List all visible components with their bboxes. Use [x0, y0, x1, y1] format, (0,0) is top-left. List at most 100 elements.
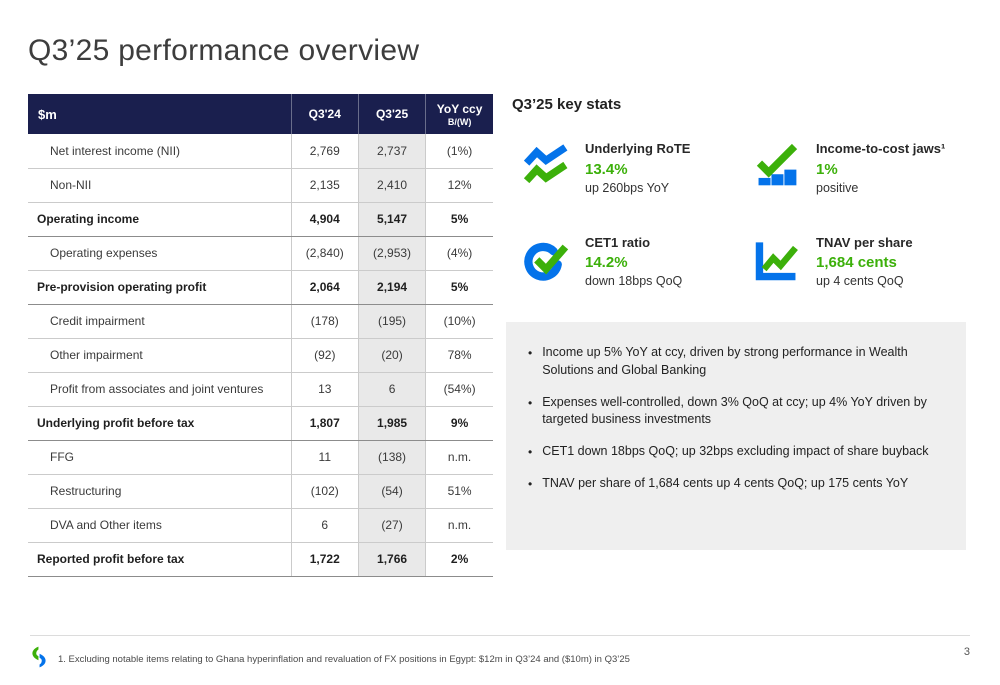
table-row: Underlying profit before tax 1,807 1,985 9%	[28, 405, 493, 441]
bullet-icon: •	[528, 395, 533, 410]
stat-label: TNAV per share	[816, 234, 913, 250]
stat-value: 1,684 cents	[816, 254, 897, 272]
yoy-value: (1%)	[425, 134, 493, 169]
row-label: DVA and Other items	[28, 508, 292, 543]
stat-label: Income-to-cost jaws¹	[816, 141, 946, 156]
yoy-header-line2: B/(W)	[447, 116, 472, 127]
row-label: Credit impairment	[28, 304, 292, 339]
stat-value: 13.4%	[585, 160, 628, 178]
trend-chart-icon	[753, 235, 803, 285]
commentary-bullet: • TNAV per share of 1,684 cents up 4 cent…	[528, 475, 944, 493]
commentary-bullet: • Income up 5% YoY at ccy, driven by stro…	[528, 344, 944, 380]
q325-value: (20)	[357, 338, 426, 373]
standard-chartered-logo-icon	[30, 646, 48, 673]
column-header-q324: Q3'24	[290, 94, 359, 134]
table-row: Operating expenses (2,840) (2,953) (4%)	[28, 236, 493, 271]
yoy-header-line1: YoY ccy	[436, 101, 483, 116]
table-row: DVA and Other items 6 (27) n.m.	[28, 508, 493, 543]
q324-value: (178)	[290, 304, 359, 339]
table-row: FFG 11 (138) n.m.	[28, 440, 493, 475]
q325-value: 2,410	[357, 168, 426, 203]
row-label: Profit from associates and joint venture…	[28, 372, 292, 407]
key-stat-tnav-per-share: TNAV per share 1,684 cents up 4 cents QoQ	[753, 235, 966, 289]
row-label: Pre-provision operating profit	[28, 269, 292, 305]
commentary-list: • Income up 5% YoY at ccy, driven by stro…	[528, 344, 944, 493]
table-row: Credit impairment (178) (195) (10%)	[28, 304, 493, 339]
q324-value: (102)	[290, 474, 359, 509]
bullet-text: Income up 5% YoY at ccy, driven by stron…	[542, 345, 908, 377]
row-label: FFG	[28, 440, 292, 475]
q324-value: 1,807	[290, 405, 359, 441]
bullet-icon: •	[528, 445, 533, 460]
q325-value: (2,953)	[357, 236, 426, 271]
key-stats-grid: Underlying RoTE 13.4% up 260bps YoY Income-…	[506, 141, 966, 288]
q325-value: (54)	[357, 474, 426, 509]
q324-value: (92)	[290, 338, 359, 373]
row-label: Net interest income (NII)	[28, 134, 292, 169]
row-label: Underlying profit before tax	[28, 405, 292, 441]
q325-value: 1,985	[357, 405, 426, 441]
stat-value: 14.2%	[585, 254, 628, 272]
q325-value: 2,194	[357, 269, 426, 305]
commentary-box: • Income up 5% YoY at ccy, driven by stro…	[506, 322, 966, 551]
row-label: Other impairment	[28, 338, 292, 373]
q325-value: (195)	[357, 304, 426, 339]
gauge-check-icon	[522, 235, 572, 285]
yoy-value: 5%	[425, 201, 493, 237]
stat-value: 1%	[816, 160, 838, 178]
stat-text: TNAV per share 1,684 cents up 4 cents QoQ	[816, 235, 913, 289]
row-label: Operating expenses	[28, 236, 292, 271]
table-row: Profit from associates and joint venture…	[28, 372, 493, 407]
key-stat-cet1-ratio: CET1 ratio 14.2% down 18bps QoQ	[522, 235, 735, 289]
yoy-value: 5%	[425, 269, 493, 305]
q324-value: (2,840)	[290, 236, 359, 271]
yoy-value: (10%)	[425, 304, 493, 339]
column-header-yoy: YoY ccy B/(W)	[425, 94, 493, 134]
q324-value: 13	[290, 372, 359, 407]
stat-label: Underlying RoTE	[585, 141, 691, 156]
yoy-value: 78%	[425, 338, 493, 373]
q325-value: 5,147	[357, 201, 426, 237]
q324-value: 1,722	[290, 541, 359, 577]
bullet-icon: •	[528, 346, 533, 361]
key-stats-title: Q3’25 key stats	[512, 96, 622, 113]
commentary-bullet: • Expenses well-controlled, down 3% QoQ a…	[528, 394, 944, 430]
q325-value: 6	[357, 372, 426, 407]
yoy-value: (54%)	[425, 372, 493, 407]
stat-label: CET1 ratio	[585, 234, 651, 250]
table-row: Net interest income (NII) 2,769 2,737 (1%)	[28, 134, 493, 169]
yoy-value: 51%	[425, 474, 493, 509]
q324-value: 6	[290, 508, 359, 543]
yoy-value: n.m.	[425, 440, 493, 475]
stat-text: Income-to-cost jaws¹ 1% positive	[816, 141, 945, 195]
stat-sub: positive	[816, 180, 859, 195]
table-row: Reported profit before tax 1,722 1,766 2%	[28, 541, 493, 577]
check-bars-icon	[753, 141, 803, 191]
commentary-bullet: • CET1 down 18bps QoQ; up 32bps excluding…	[528, 443, 944, 461]
stat-sub: up 4 cents QoQ	[816, 274, 904, 289]
key-stat-underlying-rote: Underlying RoTE 13.4% up 260bps YoY	[522, 141, 735, 195]
stat-text: CET1 ratio 14.2% down 18bps QoQ	[585, 235, 682, 289]
row-label: Reported profit before tax	[28, 541, 292, 577]
bullet-icon: •	[528, 477, 533, 492]
footnote: 1. Excluding notable items relating to G…	[58, 654, 630, 665]
content-area: $m Q3'24 Q3'25 YoY ccy B/(W) Net interest…	[28, 94, 966, 577]
row-label: Non-NII	[28, 168, 292, 203]
jaws-trend-icon	[522, 141, 572, 191]
yoy-value: (4%)	[425, 236, 493, 271]
table-row: Non-NII 2,135 2,410 12%	[28, 168, 493, 203]
bullet-text: TNAV per share of 1,684 cents up 4 cents…	[542, 476, 909, 491]
q325-value: (138)	[357, 440, 426, 475]
q325-value: 2,737	[357, 134, 426, 169]
row-label: Restructuring	[28, 474, 292, 509]
footer: 1. Excluding notable items relating to G…	[30, 635, 970, 673]
q324-value: 11	[290, 440, 359, 475]
stat-sub: up 260bps YoY	[585, 180, 670, 195]
financials-table-container: $m Q3'24 Q3'25 YoY ccy B/(W) Net interest…	[28, 94, 493, 577]
financials-table: $m Q3'24 Q3'25 YoY ccy B/(W) Net interest…	[28, 94, 493, 577]
q324-value: 2,769	[290, 134, 359, 169]
key-stats-panel: Q3’25 key stats Underlying RoTE 13.4% up 2…	[506, 94, 966, 551]
yoy-value: 2%	[425, 541, 493, 577]
column-header-q325: Q3'25	[357, 94, 426, 134]
